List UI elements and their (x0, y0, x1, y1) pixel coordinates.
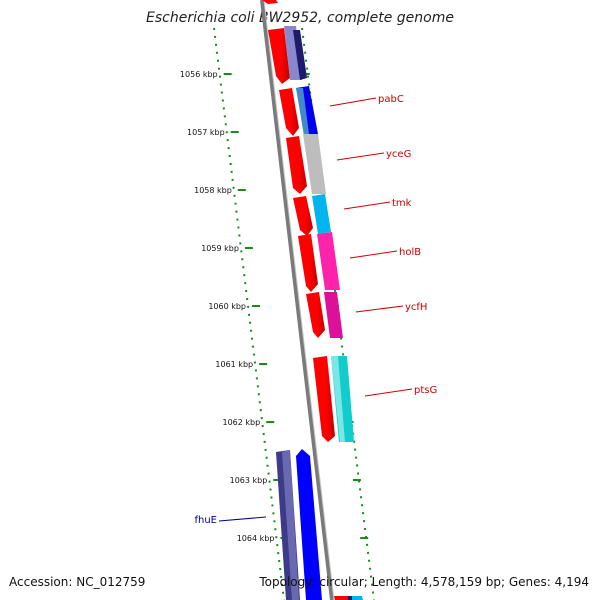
ruler-label: 1059 kbp (201, 244, 239, 253)
gene-label-leader (349, 250, 398, 259)
gene-block-blue[interactable] (296, 449, 322, 600)
gene-label-ptsG[interactable]: ptsG (414, 385, 437, 396)
ruler-label: 1061 kbp (215, 360, 253, 369)
ruler-label: 1060 kbp (208, 302, 246, 311)
gene-block-holB[interactable] (317, 232, 340, 290)
gene-block-fhuE-light[interactable] (282, 450, 299, 600)
gene-label-leader (329, 97, 377, 107)
cds-block[interactable] (293, 196, 313, 236)
ruler-label: 1063 kbp (230, 476, 268, 485)
gene-block-yceG[interactable] (303, 134, 326, 194)
cds-block[interactable] (279, 88, 299, 136)
gene-block-navy[interactable] (293, 30, 307, 80)
cds-block[interactable] (298, 234, 318, 292)
gene-block-ptsG-light[interactable] (331, 356, 345, 442)
gene-block-cyan[interactable] (352, 596, 363, 600)
cds-block[interactable] (334, 596, 349, 600)
gene-label-pabC[interactable]: pabC (378, 94, 404, 105)
gene-label-holB[interactable]: holB (399, 247, 421, 258)
ruler-label: 1062 kbp (223, 418, 261, 427)
accession-label: Accession: NC_012759 (9, 575, 146, 589)
backbone (260, 0, 335, 600)
ruler-dotted-left (213, 27, 285, 600)
map-title: Escherichia coli BW2952, complete genome (146, 10, 454, 26)
gene-block-ycfH[interactable] (324, 292, 343, 338)
gene-label-tmk[interactable]: tmk (392, 198, 412, 209)
gene-block-pabC-light[interactable] (296, 88, 309, 136)
gene-label-leader (343, 201, 391, 210)
ruler-label: 1057 kbp (187, 128, 225, 137)
gene-label-fhuE[interactable]: fhuE (194, 515, 217, 526)
gene-label-leader (336, 152, 385, 161)
cds-block[interactable] (268, 28, 290, 84)
gene-block-tmk[interactable] (312, 194, 331, 234)
gene-label-leader (218, 516, 267, 522)
cds-block[interactable] (306, 292, 325, 338)
ruler: 1056 kbp 1057 kbp 1058 kbp 1059 kbp 1060 kbp… (180, 70, 369, 543)
ruler-label: 1058 kbp (194, 186, 232, 195)
cds-block[interactable] (286, 136, 307, 194)
genome-stats-label: Topology: circular; Length: 4,578,159 bp… (259, 575, 589, 589)
gene-label-ycfH[interactable]: ycfH (405, 302, 427, 313)
gene-label-leader (364, 388, 413, 397)
gene-label-leader (355, 305, 404, 313)
gene-labels: pabC yceG tmk holB ycfH ptsG fhuE (194, 94, 437, 526)
ruler-label: 1056 kbp (180, 70, 218, 79)
gene-label-yceG[interactable]: yceG (386, 149, 411, 160)
features (262, 0, 363, 600)
ruler-label: 1064 kbp (237, 534, 275, 543)
cds-block[interactable] (262, 0, 278, 4)
cds-block[interactable] (313, 356, 335, 442)
